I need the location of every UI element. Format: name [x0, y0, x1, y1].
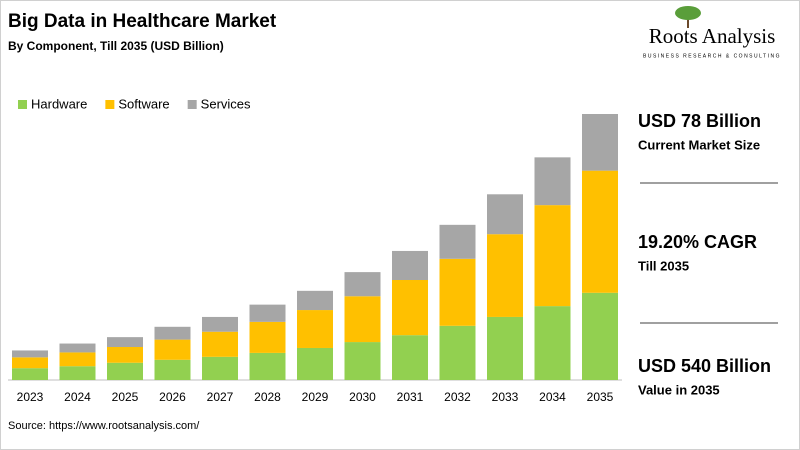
bar-segment	[59, 352, 96, 367]
bar-segment	[344, 272, 381, 297]
legend-label: Software	[118, 96, 169, 111]
bar-segment	[487, 234, 523, 317]
bar-segment	[297, 310, 333, 348]
logo-tagline: BUSINESS RESEARCH & CONSULTING	[643, 53, 781, 59]
bar-segment	[59, 366, 96, 380]
highlight-value: USD 540 Billion	[638, 356, 771, 376]
bar-segment	[249, 304, 286, 322]
bar-segment	[487, 194, 523, 235]
bar-segment	[344, 342, 381, 380]
legend-swatch	[18, 100, 27, 109]
x-tick-label: 2028	[254, 390, 281, 404]
logo-tree	[675, 6, 701, 20]
bar-segment	[107, 346, 143, 363]
bar-segment	[582, 292, 618, 380]
x-tick-label: 2024	[64, 390, 91, 404]
bar-segment	[297, 290, 333, 311]
x-tick-label: 2027	[207, 390, 234, 404]
bar-segment	[107, 362, 143, 380]
x-tick-label: 2033	[492, 390, 519, 404]
bar-segment	[202, 316, 238, 332]
chart-title: Big Data in Healthcare Market	[8, 11, 277, 32]
bar-segment	[12, 350, 48, 358]
bar-segment	[582, 170, 618, 293]
legend-label: Hardware	[31, 96, 87, 111]
bar-segment	[297, 347, 333, 380]
bar-segment	[392, 250, 428, 281]
legend-swatch	[105, 100, 115, 109]
highlight-label: Value in 2035	[638, 382, 720, 397]
highlight-label: Current Market Size	[638, 137, 760, 152]
bar-segment	[107, 337, 143, 347]
legend-label: Services	[201, 96, 251, 111]
bar-segment	[12, 357, 48, 369]
x-tick-label: 2032	[444, 390, 471, 404]
highlight-value: 19.20% CAGR	[638, 232, 757, 252]
logo-name: Roots Analysis	[649, 24, 776, 48]
legend-swatch	[187, 100, 197, 109]
source: Source: https://www.rootsanalysis.com/	[8, 420, 200, 432]
bar-segment	[154, 326, 191, 340]
bar-segment	[249, 352, 286, 380]
bar-segment	[439, 258, 476, 326]
bar-segment	[12, 368, 48, 380]
x-tick-label: 2030	[349, 390, 376, 404]
bar-segment	[534, 205, 571, 307]
bar-segment	[487, 316, 523, 380]
bar-segment	[202, 331, 238, 357]
chart-subtitle: By Component, Till 2035 (USD Billion)	[8, 39, 224, 53]
highlight-value: USD 78 Billion	[638, 111, 761, 131]
highlight-label: Till 2035	[638, 258, 689, 273]
x-tick-label: 2025	[112, 390, 139, 404]
x-tick-label: 2026	[159, 390, 186, 404]
bar-segment	[392, 335, 428, 380]
bar-segment	[344, 296, 381, 343]
bar-segment	[534, 157, 571, 206]
bar-segment	[392, 280, 428, 336]
bar-segment	[249, 321, 286, 353]
x-tick-label: 2031	[397, 390, 424, 404]
logo: Roots Analysis BUSINESS RESEARCH & CONSU…	[643, 6, 781, 59]
x-tick-label: 2023	[17, 390, 44, 404]
bar-segment	[582, 114, 618, 171]
x-tick-label: 2035	[587, 390, 614, 404]
x-tick-label: 2034	[539, 390, 566, 404]
bar-segment	[439, 224, 476, 259]
bar-segment	[439, 325, 476, 380]
bar-segment	[59, 343, 96, 353]
bar-segment	[154, 359, 191, 380]
bar-segment	[202, 356, 238, 380]
bar-segment	[534, 306, 571, 380]
x-tick-label: 2029	[302, 390, 329, 404]
bar-segment	[154, 339, 191, 360]
